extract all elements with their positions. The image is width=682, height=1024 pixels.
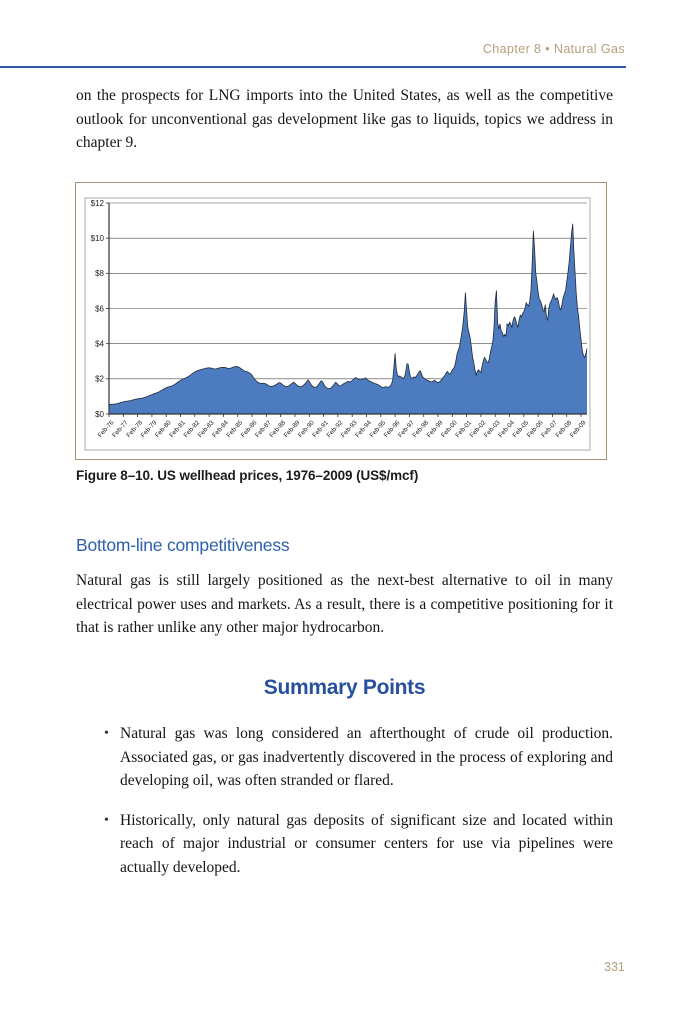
section-paragraph: Natural gas is still largely positioned … (76, 572, 613, 636)
y-axis-labels: $0 $2 $4 $6 $8 $10 $12 (91, 199, 109, 419)
summary-bullet-list: • Natural gas was long considered an aft… (76, 722, 613, 895)
figure-frame: $0 $2 $4 $6 $8 $10 $12 Feb-76 Feb-77 Feb-78 Feb-79… (75, 182, 607, 460)
svg-text:$4: $4 (95, 339, 104, 348)
svg-text:$6: $6 (95, 304, 104, 313)
list-item: • Historically, only natural gas deposit… (76, 809, 613, 880)
section-heading: Bottom-line competitiveness (76, 535, 290, 555)
chapter-header: Chapter 8 • Natural Gas (482, 42, 625, 56)
wellhead-price-chart: $0 $2 $4 $6 $8 $10 $12 Feb-76Feb-77Feb-78Feb-79… (84, 197, 591, 451)
header-rule (0, 66, 626, 68)
bullet-icon: • (104, 726, 109, 741)
figure-caption: Figure 8–10. US wellhead prices, 1976–20… (76, 468, 419, 483)
svg-text:$12: $12 (91, 199, 105, 208)
chart-frame (84, 197, 591, 451)
svg-text:$2: $2 (95, 375, 104, 384)
bullet-text: Historically, only natural gas deposits … (120, 811, 613, 876)
summary-heading: Summary Points (263, 676, 426, 699)
svg-text:$0: $0 (95, 410, 104, 419)
bullet-text: Natural gas was long considered an after… (120, 725, 613, 789)
list-item: • Natural gas was long considered an aft… (76, 722, 613, 793)
x-axis-labels: Feb-76Feb-77Feb-78Feb-79Feb-80Feb-81Feb-… (97, 414, 588, 439)
price-series-outline (108, 223, 588, 405)
price-area-series (109, 223, 587, 414)
bullet-icon: • (104, 812, 109, 828)
svg-text:$8: $8 (95, 269, 104, 278)
intro-paragraph: on the prospects for LNG imports into th… (76, 87, 613, 151)
svg-text:$10: $10 (91, 234, 105, 243)
page-number: 331 (604, 960, 625, 974)
svg-text:Feb-09: Feb-09 (569, 419, 588, 439)
